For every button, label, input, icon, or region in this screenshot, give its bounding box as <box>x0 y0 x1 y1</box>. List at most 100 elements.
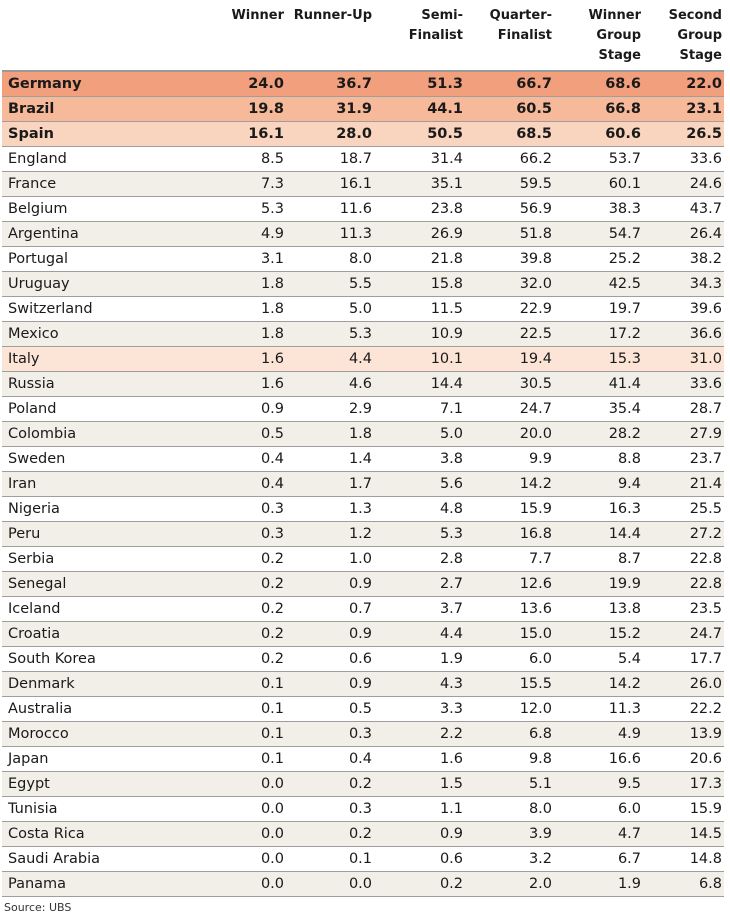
quarter-finalist-cell: 2.0 <box>465 871 554 897</box>
semi-finalist-cell: 4.4 <box>374 621 465 647</box>
runner-up-cell: 0.9 <box>286 671 374 697</box>
semi-finalist-cell: 7.1 <box>374 396 465 422</box>
team-name-cell: Denmark <box>2 671 204 697</box>
winner-group-stage-cell: 16.6 <box>554 746 643 772</box>
winner-group-stage-cell: 9.4 <box>554 471 643 497</box>
team-name-cell: Russia <box>2 371 204 397</box>
header-quarter-finalist: Quarter- Finalist <box>465 4 554 72</box>
header-row: Winner Runner-Up Semi- Finalist Quarter-… <box>2 4 724 72</box>
table-row: Saudi Arabia 0.0 0.1 0.6 3.2 6.7 14.8 <box>2 846 724 872</box>
runner-up-cell: 0.9 <box>286 571 374 597</box>
team-name-cell: Portugal <box>2 246 204 272</box>
semi-finalist-cell: 5.3 <box>374 521 465 547</box>
table-row: Mexico 1.8 5.3 10.9 22.5 17.2 36.6 <box>2 321 724 347</box>
winner-cell: 3.1 <box>204 246 286 272</box>
winner-group-stage-cell: 42.5 <box>554 271 643 297</box>
table-row: Denmark 0.1 0.9 4.3 15.5 14.2 26.0 <box>2 671 724 697</box>
winner-cell: 1.8 <box>204 271 286 297</box>
team-name-cell: Peru <box>2 521 204 547</box>
quarter-finalist-cell: 6.0 <box>465 646 554 672</box>
second-group-stage-cell: 14.5 <box>643 821 724 847</box>
semi-finalist-cell: 0.2 <box>374 871 465 897</box>
table-row: Italy 1.6 4.4 10.1 19.4 15.3 31.0 <box>2 346 724 372</box>
team-name-cell: Saudi Arabia <box>2 846 204 872</box>
semi-finalist-cell: 10.9 <box>374 321 465 347</box>
second-group-stage-cell: 31.0 <box>643 346 724 372</box>
winner-cell: 0.0 <box>204 821 286 847</box>
semi-finalist-cell: 23.8 <box>374 196 465 222</box>
team-name-cell: Tunisia <box>2 796 204 822</box>
quarter-finalist-cell: 5.1 <box>465 771 554 797</box>
semi-finalist-cell: 10.1 <box>374 346 465 372</box>
runner-up-cell: 0.4 <box>286 746 374 772</box>
winner-cell: 24.0 <box>204 71 286 97</box>
semi-finalist-cell: 2.2 <box>374 721 465 747</box>
winner-group-stage-cell: 15.2 <box>554 621 643 647</box>
second-group-stage-cell: 13.9 <box>643 721 724 747</box>
winner-cell: 16.1 <box>204 121 286 147</box>
runner-up-cell: 1.4 <box>286 446 374 472</box>
second-group-stage-cell: 24.6 <box>643 171 724 197</box>
quarter-finalist-cell: 20.0 <box>465 421 554 447</box>
quarter-finalist-cell: 60.5 <box>465 96 554 122</box>
second-group-stage-cell: 15.9 <box>643 796 724 822</box>
table-row: Nigeria 0.3 1.3 4.8 15.9 16.3 25.5 <box>2 496 724 522</box>
quarter-finalist-cell: 39.8 <box>465 246 554 272</box>
runner-up-cell: 11.3 <box>286 221 374 247</box>
second-group-stage-cell: 22.0 <box>643 71 724 97</box>
team-name-cell: Sweden <box>2 446 204 472</box>
runner-up-cell: 1.2 <box>286 521 374 547</box>
table-row: Colombia 0.5 1.8 5.0 20.0 28.2 27.9 <box>2 421 724 447</box>
team-name-cell: Germany <box>2 71 204 97</box>
winner-group-stage-cell: 4.7 <box>554 821 643 847</box>
table-row: Poland 0.9 2.9 7.1 24.7 35.4 28.7 <box>2 396 724 422</box>
semi-finalist-cell: 0.6 <box>374 846 465 872</box>
winner-cell: 0.0 <box>204 846 286 872</box>
winner-cell: 0.0 <box>204 871 286 897</box>
runner-up-cell: 4.4 <box>286 346 374 372</box>
second-group-stage-cell: 26.5 <box>643 121 724 147</box>
table-row: Iran 0.4 1.7 5.6 14.2 9.4 21.4 <box>2 471 724 497</box>
winner-group-stage-cell: 15.3 <box>554 346 643 372</box>
winner-cell: 0.0 <box>204 796 286 822</box>
winner-cell: 1.6 <box>204 346 286 372</box>
runner-up-cell: 0.6 <box>286 646 374 672</box>
team-name-cell: Spain <box>2 121 204 147</box>
winner-cell: 7.3 <box>204 171 286 197</box>
quarter-finalist-cell: 14.2 <box>465 471 554 497</box>
winner-group-stage-cell: 6.0 <box>554 796 643 822</box>
runner-up-cell: 0.5 <box>286 696 374 722</box>
quarter-finalist-cell: 12.6 <box>465 571 554 597</box>
winner-cell: 0.1 <box>204 671 286 697</box>
winner-cell: 5.3 <box>204 196 286 222</box>
winner-cell: 0.2 <box>204 571 286 597</box>
runner-up-cell: 1.7 <box>286 471 374 497</box>
table-row: Panama 0.0 0.0 0.2 2.0 1.9 6.8 <box>2 871 724 897</box>
quarter-finalist-cell: 15.5 <box>465 671 554 697</box>
winner-cell: 0.1 <box>204 746 286 772</box>
winner-group-stage-cell: 8.7 <box>554 546 643 572</box>
quarter-finalist-cell: 66.2 <box>465 146 554 172</box>
header-runner-up: Runner-Up <box>286 4 374 72</box>
second-group-stage-cell: 26.0 <box>643 671 724 697</box>
semi-finalist-cell: 50.5 <box>374 121 465 147</box>
semi-finalist-cell: 1.6 <box>374 746 465 772</box>
team-name-cell: Costa Rica <box>2 821 204 847</box>
table-row: Portugal 3.1 8.0 21.8 39.8 25.2 38.2 <box>2 246 724 272</box>
header-semi-finalist: Semi- Finalist <box>374 4 465 72</box>
winner-cell: 0.3 <box>204 496 286 522</box>
semi-finalist-cell: 26.9 <box>374 221 465 247</box>
team-name-cell: Uruguay <box>2 271 204 297</box>
winner-group-stage-cell: 38.3 <box>554 196 643 222</box>
header-team <box>2 4 204 72</box>
semi-finalist-cell: 21.8 <box>374 246 465 272</box>
semi-finalist-cell: 51.3 <box>374 71 465 97</box>
winner-group-stage-cell: 14.2 <box>554 671 643 697</box>
quarter-finalist-cell: 13.6 <box>465 596 554 622</box>
semi-finalist-cell: 14.4 <box>374 371 465 397</box>
winner-group-stage-cell: 53.7 <box>554 146 643 172</box>
runner-up-cell: 1.0 <box>286 546 374 572</box>
runner-up-cell: 16.1 <box>286 171 374 197</box>
quarter-finalist-cell: 22.9 <box>465 296 554 322</box>
